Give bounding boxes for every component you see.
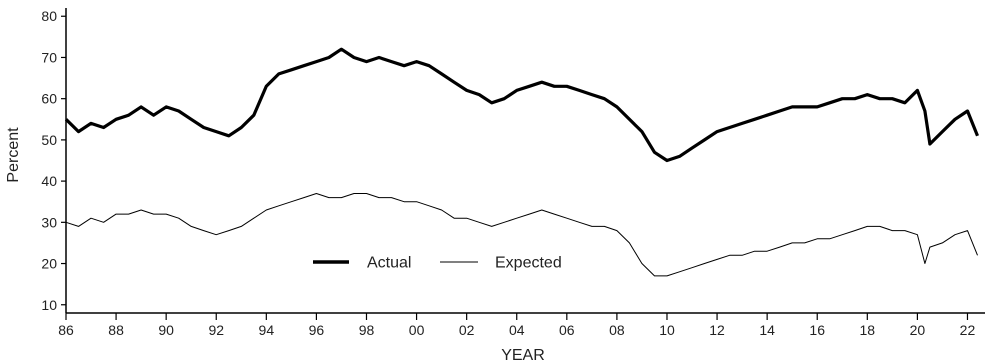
series-line-expected [65,193,978,277]
plot-area: 10 20 30 40 50 60 70 80 86 88 90 92 94 96 98 00 02 04 06 0… [41,8,985,338]
legend-label-expected: Expected [495,255,562,272]
x-tick-label-2020: 20 [910,322,926,338]
legend: Actual Expected [313,255,562,272]
x-tick-label-1994: 94 [259,322,275,338]
y-axis-title: Percent [5,127,22,183]
x-tick-label-2000: 00 [409,322,425,338]
x-tick-label-2006: 06 [559,322,575,338]
x-tick-label-2010: 10 [659,322,675,338]
x-tick-label-2016: 16 [809,322,825,338]
legend-label-actual: Actual [367,255,411,272]
x-tick-label-1992: 92 [208,322,224,338]
y-tick-label-40: 40 [41,173,57,189]
series-line-actual [64,47,979,163]
x-tick-label-1996: 96 [309,322,325,338]
x-tick-label-1998: 98 [359,322,375,338]
x-tick-label-2012: 12 [709,322,725,338]
y-ticks: 10 20 30 40 50 60 70 80 [41,8,66,313]
x-tick-label-2022: 22 [960,322,976,338]
y-tick-label-30: 30 [41,214,57,230]
series-layer [64,47,979,277]
x-ticks: 86 88 90 92 94 96 98 00 02 04 06 08 10 12 14 16 18 20 22 [58,313,975,338]
y-tick-label-50: 50 [41,132,57,148]
y-tick-label-60: 60 [41,91,57,107]
x-tick-label-1986: 86 [58,322,74,338]
y-tick-label-20: 20 [41,256,57,272]
x-tick-label-1988: 88 [108,322,124,338]
x-tick-label-2004: 04 [509,322,525,338]
x-tick-label-1990: 90 [158,322,174,338]
x-tick-label-2014: 14 [759,322,775,338]
y-tick-label-70: 70 [41,49,57,65]
y-tick-label-80: 80 [41,8,57,24]
x-axis-title: YEAR [501,347,545,364]
y-tick-label-10: 10 [41,297,57,313]
x-tick-label-2008: 08 [609,322,625,338]
x-tick-label-2002: 02 [459,322,475,338]
x-tick-label-2018: 18 [860,322,876,338]
